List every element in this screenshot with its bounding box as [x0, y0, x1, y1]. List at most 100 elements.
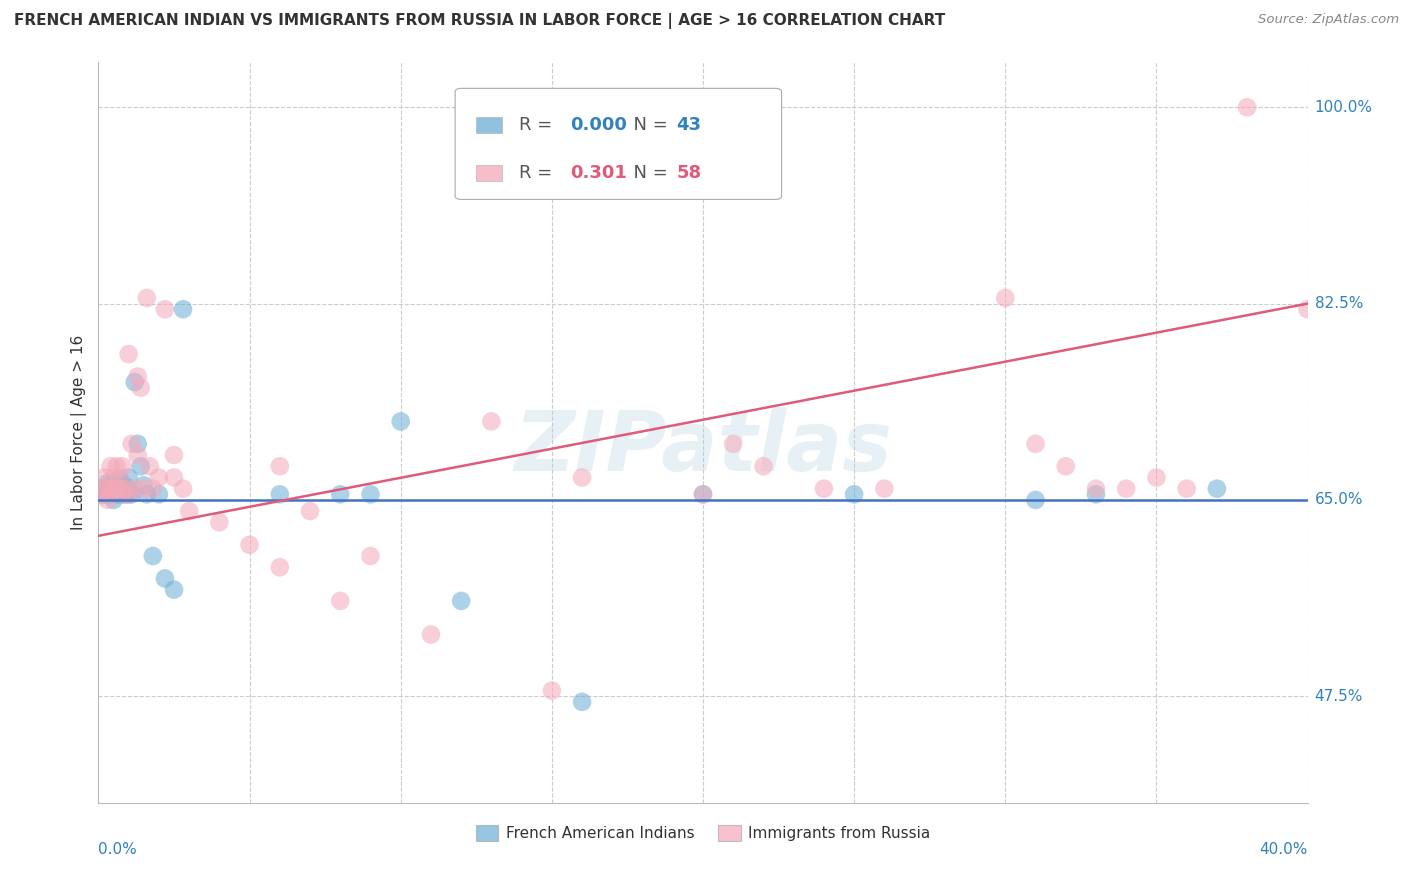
- Point: [269, 560, 291, 574]
- Point: [450, 594, 472, 608]
- Point: [135, 291, 157, 305]
- Point: [96, 482, 118, 496]
- Point: [127, 437, 149, 451]
- Point: [813, 482, 835, 496]
- Point: [111, 482, 134, 496]
- Point: [269, 487, 291, 501]
- Point: [1024, 437, 1046, 451]
- FancyBboxPatch shape: [456, 88, 782, 200]
- Point: [111, 487, 134, 501]
- Point: [540, 683, 562, 698]
- Point: [360, 487, 382, 501]
- Point: [118, 487, 141, 501]
- Point: [329, 594, 352, 608]
- Point: [100, 478, 122, 492]
- Point: [1206, 482, 1229, 496]
- Point: [420, 627, 443, 641]
- Point: [111, 487, 134, 501]
- Point: [135, 487, 157, 501]
- Point: [163, 582, 186, 597]
- Point: [90, 487, 112, 501]
- Point: [114, 482, 136, 496]
- Text: R =: R =: [519, 116, 558, 134]
- Point: [96, 487, 118, 501]
- Point: [389, 414, 412, 428]
- Point: [129, 459, 152, 474]
- Point: [1085, 482, 1108, 496]
- Point: [148, 470, 170, 484]
- Point: [105, 482, 128, 496]
- Point: [121, 487, 143, 501]
- Text: 0.0%: 0.0%: [98, 842, 138, 856]
- Text: R =: R =: [519, 164, 558, 182]
- Point: [93, 482, 115, 496]
- Point: [105, 487, 128, 501]
- Point: [571, 695, 593, 709]
- Point: [692, 487, 714, 501]
- Point: [153, 571, 176, 585]
- Point: [142, 549, 165, 563]
- Text: 58: 58: [676, 164, 702, 182]
- Text: 82.5%: 82.5%: [1315, 296, 1362, 311]
- Point: [118, 347, 141, 361]
- Text: 0.000: 0.000: [569, 116, 627, 134]
- Point: [153, 302, 176, 317]
- Point: [1144, 470, 1167, 484]
- Point: [994, 291, 1017, 305]
- Point: [100, 487, 122, 501]
- Point: [1296, 302, 1319, 317]
- Text: ZIPatlas: ZIPatlas: [515, 407, 891, 488]
- Point: [571, 470, 593, 484]
- Point: [121, 437, 143, 451]
- Point: [100, 459, 122, 474]
- Point: [108, 482, 131, 496]
- Point: [124, 375, 146, 389]
- Point: [103, 492, 125, 507]
- Text: 0.301: 0.301: [569, 164, 627, 182]
- Point: [1175, 482, 1198, 496]
- Text: 43: 43: [676, 116, 702, 134]
- Point: [93, 470, 115, 484]
- Point: [142, 482, 165, 496]
- Point: [360, 549, 382, 563]
- Point: [723, 437, 745, 451]
- Point: [103, 483, 125, 498]
- Point: [96, 476, 118, 491]
- Point: [239, 538, 262, 552]
- Point: [103, 476, 125, 491]
- Point: [96, 492, 118, 507]
- Text: Source: ZipAtlas.com: Source: ZipAtlas.com: [1258, 13, 1399, 27]
- Point: [114, 487, 136, 501]
- Point: [96, 482, 118, 496]
- Point: [132, 478, 155, 492]
- Point: [105, 459, 128, 474]
- Point: [299, 504, 322, 518]
- Point: [124, 482, 146, 496]
- Point: [1024, 492, 1046, 507]
- Point: [163, 470, 186, 484]
- Point: [118, 487, 141, 501]
- Point: [329, 487, 352, 501]
- Point: [163, 448, 186, 462]
- Point: [100, 487, 122, 501]
- Point: [127, 369, 149, 384]
- Point: [118, 470, 141, 484]
- Text: FRENCH AMERICAN INDIAN VS IMMIGRANTS FROM RUSSIA IN LABOR FORCE | AGE > 16 CORRE: FRENCH AMERICAN INDIAN VS IMMIGRANTS FRO…: [14, 13, 945, 29]
- Point: [93, 482, 115, 496]
- Point: [93, 487, 115, 501]
- Point: [692, 487, 714, 501]
- Point: [481, 414, 503, 428]
- Point: [1085, 487, 1108, 501]
- Point: [108, 470, 131, 484]
- Point: [873, 482, 896, 496]
- Legend: French American Indians, Immigrants from Russia: French American Indians, Immigrants from…: [470, 819, 936, 847]
- Text: 47.5%: 47.5%: [1315, 689, 1362, 704]
- Point: [114, 479, 136, 493]
- Point: [108, 473, 131, 487]
- Point: [269, 459, 291, 474]
- Point: [129, 381, 152, 395]
- Point: [148, 487, 170, 501]
- FancyBboxPatch shape: [475, 165, 502, 181]
- Point: [127, 448, 149, 462]
- Point: [103, 482, 125, 496]
